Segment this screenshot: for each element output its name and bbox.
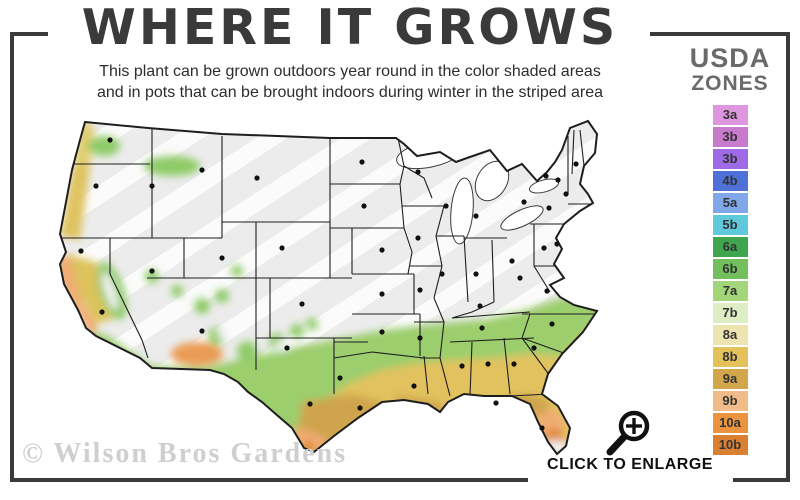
zone-swatch-5b: 5b — [712, 215, 748, 235]
zone-swatch-7a: 7a — [712, 281, 748, 301]
frame-top-left — [10, 32, 48, 36]
frame-bottom-right — [733, 478, 790, 482]
subtitle-line-2: and in pots that can be brought indoors … — [96, 84, 604, 101]
frame-right — [786, 32, 790, 482]
zone-swatch-7b: 7b — [712, 303, 748, 323]
zone-swatch-3b: 3b — [712, 127, 748, 147]
zone-swatch-9a: 9a — [712, 369, 748, 389]
zone-swatch-6b: 6b — [712, 259, 748, 279]
zone-swatch-4b: 4b — [712, 171, 748, 191]
zone-swatch-10b: 10b — [712, 435, 748, 455]
page-title: WHERE IT GROWS — [81, 0, 619, 56]
zone-list: 3a 3b 3b 4b 5a 5b 6a 6b 7a 7b 8a 8b 9a 9b 10a 10b — [684, 105, 776, 455]
magnifier-plus-icon[interactable] — [598, 404, 662, 460]
click-to-enlarge-label[interactable]: CLICK TO ENLARGE — [547, 456, 713, 473]
frame-bottom-left — [10, 478, 528, 482]
us-map-svg[interactable] — [52, 106, 670, 472]
subtitle: This plant can be grown outdoors year ro… — [80, 61, 620, 103]
zone-swatch-6a: 6a — [712, 237, 748, 257]
zone-swatch-3a: 3a — [712, 105, 748, 125]
zone-swatch-3b: 3b — [712, 149, 748, 169]
frame-left — [10, 32, 14, 482]
legend-title-zones: ZONES — [691, 72, 769, 95]
zone-swatch-10a: 10a — [712, 413, 748, 433]
zone-swatch-8b: 8b — [712, 347, 748, 367]
watermark: © Wilson Bros Gardens — [22, 438, 348, 469]
zone-swatch-5a: 5a — [712, 193, 748, 213]
frame-top-right — [650, 32, 790, 36]
zone-swatch-9b: 9b — [712, 391, 748, 411]
zone-swatch-8a: 8a — [712, 325, 748, 345]
legend-title-usda: USDA — [689, 43, 771, 73]
us-zone-map[interactable] — [52, 106, 670, 472]
usda-zones-legend: USDA ZONES 3a 3b 3b 4b 5a 5b 6a 6b 7a 7b 8a 8b 9a 9b 1… — [684, 44, 776, 457]
subtitle-line-1: This plant can be grown outdoors year ro… — [99, 63, 601, 80]
city-dots — [78, 137, 579, 431]
